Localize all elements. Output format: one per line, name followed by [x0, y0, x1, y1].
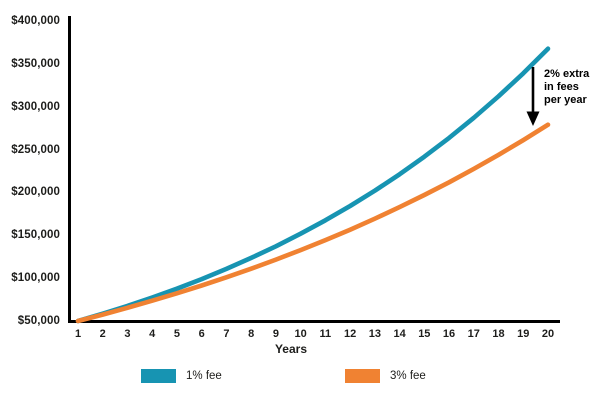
x-tick-label: 10: [294, 328, 307, 340]
x-tick-label: 3: [124, 328, 131, 340]
line-1pct-fee: [75, 46, 551, 324]
x-tick-label: 20: [541, 328, 555, 340]
line-3pct-fee: [75, 122, 551, 324]
y-tick-label: $250,000: [11, 143, 60, 156]
y-tick-label: $200,000: [11, 186, 60, 199]
x-tick-label: 9: [272, 328, 279, 340]
x-tick-label: 12: [343, 328, 357, 340]
series-lines: [75, 46, 551, 324]
y-tick-label: $150,000: [11, 229, 60, 242]
down-arrow-icon: [526, 67, 540, 126]
x-axis-title: Years: [274, 342, 308, 356]
x-tick-label: 15: [418, 328, 431, 340]
x-tick-label: 7: [223, 328, 230, 340]
x-tick-label: 4: [149, 328, 156, 340]
y-tick-label: $100,000: [11, 272, 60, 285]
fee-gap-annotation: 2% extra in fees per year: [544, 68, 590, 106]
y-tick-label: $300,000: [11, 100, 60, 113]
x-axis-labels: 1 2 3 4 5 6 7 8 9 10 11 12 13 14 15 16 17 18 19 20: [0, 328, 600, 342]
y-axis-labels: $50,000 $100,000 $150,000 $200,000 $250,000 $…: [0, 0, 60, 400]
y-tick-label: $50,000: [17, 315, 60, 327]
x-tick-label: 17: [467, 328, 480, 340]
x-tick-label: 2: [99, 328, 106, 340]
x-tick-label: 18: [492, 328, 505, 340]
x-tick-label: 11: [319, 328, 332, 340]
y-tick-label: $350,000: [11, 57, 60, 70]
x-tick-label: 14: [393, 328, 406, 340]
y-tick-label: $400,000: [11, 15, 60, 27]
x-tick-label: 16: [442, 328, 456, 340]
x-tick-label: 1: [74, 328, 82, 340]
x-tick-label: 6: [198, 328, 205, 340]
x-tick-label: 8: [248, 328, 255, 340]
x-tick-label: 5: [173, 328, 180, 340]
x-tick-label: 19: [517, 328, 530, 340]
x-tick-label: 13: [368, 328, 381, 340]
